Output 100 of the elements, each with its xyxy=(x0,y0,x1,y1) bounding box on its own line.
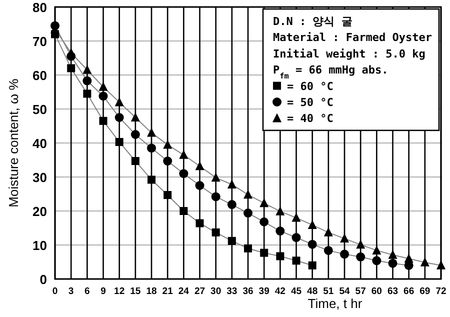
point xyxy=(244,244,252,252)
point xyxy=(195,181,204,190)
point xyxy=(83,90,92,98)
point xyxy=(82,64,92,74)
point xyxy=(50,21,60,30)
x-tick-label: 12 xyxy=(114,286,125,297)
point xyxy=(66,52,76,61)
y-tick-label: 0 xyxy=(40,272,47,287)
point xyxy=(308,240,317,249)
legend-label: = 60 °C xyxy=(287,80,334,93)
point xyxy=(292,212,301,222)
point xyxy=(308,261,316,270)
point xyxy=(179,150,188,159)
point xyxy=(114,113,124,122)
point xyxy=(82,76,92,86)
point xyxy=(276,206,285,216)
x-tick-label: 15 xyxy=(130,286,142,297)
point xyxy=(420,257,430,266)
point xyxy=(388,250,398,259)
point xyxy=(114,97,124,106)
y-tick-label: 30 xyxy=(32,170,47,185)
x-tick-label: 9 xyxy=(100,286,106,297)
point xyxy=(292,256,300,265)
x-tick-label: 66 xyxy=(404,286,414,297)
x-tick-label: 69 xyxy=(420,286,430,297)
x-tick-label: 63 xyxy=(387,286,398,297)
x-tick-label: 39 xyxy=(258,286,270,297)
point xyxy=(388,258,398,268)
point xyxy=(99,116,108,125)
point xyxy=(340,250,349,259)
x-tick-label: 60 xyxy=(371,286,382,297)
point xyxy=(340,234,349,243)
x-tick-label: 72 xyxy=(436,286,446,297)
x-axis-title: Time, t hr xyxy=(308,296,363,311)
y-tick-label: 40 xyxy=(32,136,47,151)
point xyxy=(211,172,220,182)
x-tick-label: 21 xyxy=(162,286,174,297)
point xyxy=(372,245,382,254)
x-tick-label: 45 xyxy=(290,286,302,297)
annotation: Initial weight : 5.0 kg xyxy=(273,47,426,60)
point xyxy=(179,169,188,178)
x-tick-label: 6 xyxy=(84,286,90,297)
x-tick-label: 51 xyxy=(323,286,334,297)
point xyxy=(308,220,317,229)
y-tick-label: 50 xyxy=(32,102,47,117)
point xyxy=(130,112,140,122)
point xyxy=(372,256,382,266)
x-tick-label: 57 xyxy=(355,286,366,297)
point xyxy=(131,157,140,166)
x-tick-label: 33 xyxy=(226,286,238,297)
point xyxy=(276,252,284,260)
y-axis-title: Moisture content, ω % xyxy=(6,78,21,208)
x-tick-label: 3 xyxy=(68,286,74,297)
x-tick-label: 18 xyxy=(146,286,157,297)
point xyxy=(260,198,269,208)
point xyxy=(98,82,108,91)
point xyxy=(212,228,220,236)
x-tick-label: 24 xyxy=(178,286,190,297)
point xyxy=(260,248,268,257)
point xyxy=(324,227,333,236)
y-tick-label: 80 xyxy=(32,0,47,15)
x-tick-label: 42 xyxy=(274,286,286,297)
legend-label: = 50 °C xyxy=(287,96,334,109)
point xyxy=(164,191,172,200)
point xyxy=(163,140,172,149)
y-tick-label: 10 xyxy=(32,238,47,253)
point xyxy=(260,217,269,226)
annotation: Material : Farmed Oyster xyxy=(273,31,432,44)
point xyxy=(147,128,156,137)
point xyxy=(51,30,59,38)
x-tick-label: 36 xyxy=(242,286,254,297)
point xyxy=(244,190,252,199)
x-tick-label: 54 xyxy=(339,286,350,297)
point xyxy=(130,130,140,139)
point xyxy=(292,233,301,242)
point xyxy=(211,192,220,202)
point xyxy=(163,156,172,166)
point xyxy=(276,226,285,236)
y-tick-label: 20 xyxy=(32,204,47,219)
point xyxy=(324,246,333,255)
point xyxy=(148,176,156,184)
legend-title: D.N : 양식 굴 xyxy=(273,15,352,28)
point xyxy=(244,208,252,218)
y-tick-label: 60 xyxy=(32,68,47,83)
x-tick-label: 27 xyxy=(194,286,206,297)
point xyxy=(356,240,366,249)
point xyxy=(98,92,108,101)
point xyxy=(195,161,204,170)
point xyxy=(227,200,236,210)
point xyxy=(228,236,236,245)
point xyxy=(67,64,76,72)
point xyxy=(115,138,124,146)
legend-label: = 40 °C xyxy=(287,112,334,126)
x-tick-label: 30 xyxy=(210,286,222,297)
y-tick-label: 70 xyxy=(32,34,47,49)
point xyxy=(147,144,156,153)
annotation: P$_{fm}$ = 66 mmHg abs. xyxy=(273,64,388,80)
x-tick-label: 48 xyxy=(307,286,318,297)
x-tick-label: 0 xyxy=(52,286,58,297)
point xyxy=(196,219,204,228)
